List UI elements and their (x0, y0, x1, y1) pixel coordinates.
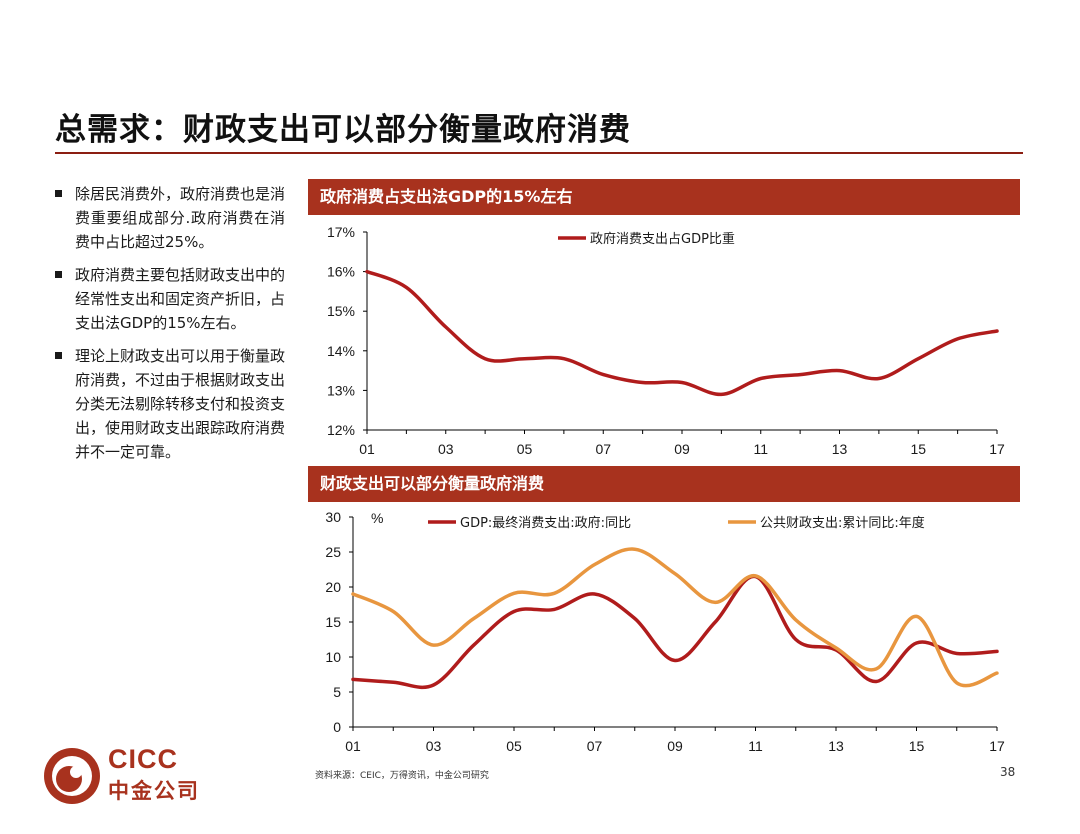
x-tick-label: 09 (674, 441, 690, 457)
logo-text-cn: 中金公司 (108, 779, 200, 803)
bullet-text: 理论上财政支出可以用于衡量政府消费，不过由于根据财政支出分类无法剔除转移支付和投… (75, 347, 286, 461)
y-tick-label: 13% (327, 382, 355, 398)
chart2-title: 财政支出可以部分衡量政府消费 (308, 466, 1020, 502)
bullet-list: 除居民消费外，政府消费也是消费重要组成部分.政府消费在消费中占比超过25%。 政… (55, 182, 285, 473)
y-tick-label: 12% (327, 422, 355, 438)
y-tick-label: 15% (327, 303, 355, 319)
x-tick-label: 03 (426, 738, 442, 754)
series-line-1 (351, 574, 999, 690)
x-tick-label: 09 (667, 738, 683, 754)
x-tick-label: 11 (753, 441, 768, 457)
bullet-text: 除居民消费外，政府消费也是消费重要组成部分.政府消费在消费中占比超过25%。 (75, 185, 286, 251)
x-tick-label: 01 (345, 738, 361, 754)
y-tick-label: 5 (333, 684, 341, 700)
y-tick-label: 25 (325, 544, 341, 560)
x-tick-label: 17 (989, 441, 1005, 457)
bullet-item: 政府消费主要包括财政支出中的经常性支出和固定资产折旧，占支出法GDP的15%左右… (55, 263, 285, 335)
x-tick-label: 15 (910, 441, 926, 457)
y-tick-label: 17% (327, 224, 355, 240)
y-tick-label: 0 (333, 719, 341, 735)
x-tick-label: 05 (506, 738, 522, 754)
x-tick-label: 07 (587, 738, 603, 754)
bullet-item: 理论上财政支出可以用于衡量政府消费，不过由于根据财政支出分类无法剔除转移支付和投… (55, 344, 285, 464)
page-number: 38 (1000, 765, 1016, 779)
y-tick-label: 30 (325, 509, 341, 525)
x-tick-label: 11 (748, 738, 763, 754)
y-tick-label: 20 (325, 579, 341, 595)
x-tick-label: 15 (909, 738, 925, 754)
y-tick-label: 15 (325, 614, 341, 630)
y-tick-label: 10 (325, 649, 341, 665)
x-tick-label: 01 (359, 441, 375, 457)
bullet-square-icon (55, 190, 62, 197)
x-tick-label: 13 (828, 738, 844, 754)
bullet-square-icon (55, 352, 62, 359)
legend-label-1: 政府消费支出占GDP比重 (590, 231, 735, 247)
series-line-1 (365, 269, 999, 397)
legend-label-2: 公共财政支出:累计同比:年度 (760, 515, 925, 531)
cicc-logo: CICC 中金公司 (42, 744, 202, 804)
source-note: 资料来源：CEIC，万得资讯，中金公司研究 (315, 771, 489, 781)
y-unit-label: % (371, 510, 383, 526)
bullet-square-icon (55, 271, 62, 278)
bullet-item: 除居民消费外，政府消费也是消费重要组成部分.政府消费在消费中占比超过25%。 (55, 182, 285, 254)
x-tick-label: 03 (438, 441, 454, 457)
chart1-title: 政府消费占支出法GDP的15%左右 (308, 179, 1020, 215)
x-tick-label: 17 (989, 738, 1005, 754)
series-line-2 (351, 547, 999, 688)
cicc-logo-icon (44, 748, 100, 804)
chart1-gov-consumption-share: 12% 13% 14% 15% 16% 17% 01 03 05 07 09 11 13 15 17 政府消费… (327, 224, 1005, 457)
title-divider (55, 152, 1023, 154)
legend-label-1: GDP:最终消费支出:政府:同比 (460, 515, 631, 531)
y-tick-label: 14% (327, 343, 355, 359)
y-tick-label: 16% (327, 264, 355, 280)
bullet-text: 政府消费主要包括财政支出中的经常性支出和固定资产折旧，占支出法GDP的15%左右… (75, 266, 286, 332)
logo-text-en: CICC (108, 744, 178, 774)
page-title: 总需求：财政支出可以部分衡量政府消费 (55, 112, 631, 148)
x-tick-label: 05 (517, 441, 533, 457)
x-tick-label: 07 (595, 441, 611, 457)
x-tick-label: 13 (832, 441, 848, 457)
